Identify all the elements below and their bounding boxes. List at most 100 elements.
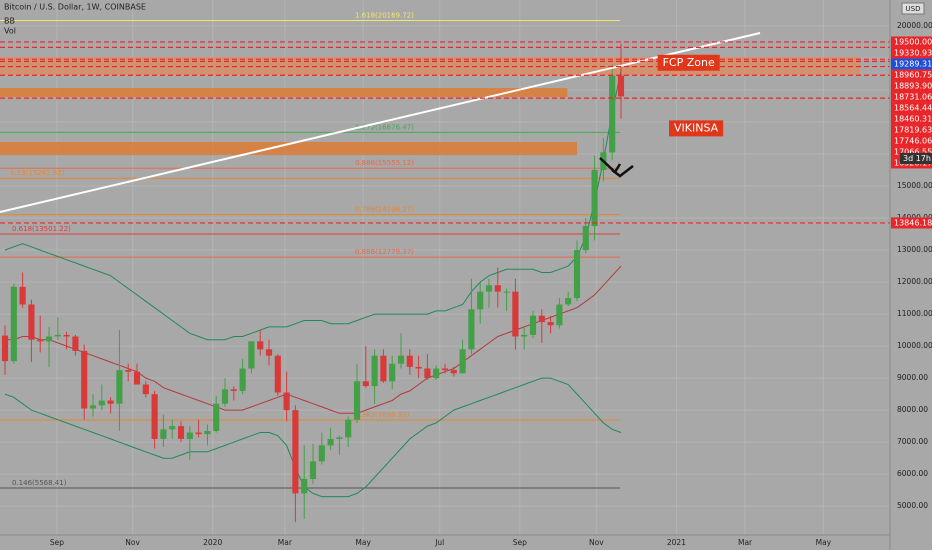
x-tick-label: 2020 <box>203 538 222 547</box>
candle-body <box>28 304 35 340</box>
candle-body <box>327 438 334 446</box>
currency-label: USD <box>906 5 921 13</box>
y-tick-label: 9000.00 <box>897 373 928 382</box>
candle-body <box>468 309 475 350</box>
candle-body <box>186 432 193 439</box>
candle-body <box>512 291 519 337</box>
countdown: 3d 17h <box>903 154 931 163</box>
level-tag: 18893.90 <box>894 81 932 90</box>
level-tag-box <box>891 113 932 125</box>
candle-body <box>283 392 290 411</box>
x-tick-label: Jul <box>434 538 444 547</box>
x-tick-label: Mar <box>738 538 753 547</box>
candle-body <box>221 389 229 404</box>
price-tag-box <box>891 124 932 136</box>
price-tag: 18564.44 <box>894 103 932 112</box>
arrow-drawing <box>599 157 634 178</box>
fib-label: 0.886(12779.37) <box>355 248 414 256</box>
x-tick-label: Sep <box>50 538 64 547</box>
candle-body <box>81 350 88 409</box>
candle-body <box>292 410 299 494</box>
level-tag: 18731.06 <box>894 92 932 101</box>
level-tag-box <box>891 69 932 81</box>
candle-body <box>459 349 466 374</box>
candle-body <box>309 461 317 479</box>
zone <box>0 56 861 76</box>
price-tag-box <box>891 58 932 70</box>
fib-label: 1.272(16676.47) <box>355 123 414 131</box>
annotation-box <box>657 54 720 71</box>
annotation: FCP Zone <box>663 56 715 69</box>
y-tick-label: 5000.00 <box>897 501 928 510</box>
candle-body <box>389 363 396 382</box>
candle-body <box>257 341 264 350</box>
plot-area: 1.618(20169.72) 1.272(16676.47) 0.886(1555… <box>0 11 890 523</box>
candle-body <box>547 322 554 326</box>
candle-body <box>362 381 369 387</box>
zone <box>0 141 577 156</box>
candle-body <box>160 429 167 439</box>
y-tick-label: 8000.00 <box>897 405 928 414</box>
candle-body <box>573 250 581 299</box>
candle-body <box>116 370 123 404</box>
candle-body <box>318 445 325 462</box>
annotation-box <box>669 120 724 137</box>
candle-body <box>397 355 405 364</box>
candle-body <box>582 226 589 251</box>
candle-body <box>336 437 343 439</box>
candle-body <box>441 368 449 371</box>
bb-lower <box>4 377 622 498</box>
y-tick-label: 7000.00 <box>897 437 928 446</box>
candle-body <box>169 426 176 430</box>
candle-body <box>556 304 563 326</box>
candle-body <box>415 366 422 369</box>
level-tag: 19330.93 <box>894 48 932 57</box>
candle-body <box>248 341 255 369</box>
candle-body <box>142 384 149 395</box>
level-tag-box <box>891 91 932 103</box>
x-tick-label: May <box>816 538 832 547</box>
chart-title: Bitcoin / U.S. Dollar, 1W, COINBASE <box>4 3 146 12</box>
price-tag: 17066.55 <box>894 147 932 156</box>
level-tag: 19500.00 <box>894 37 932 46</box>
candle-body <box>230 389 237 391</box>
candle-body <box>1 335 9 362</box>
y-tick-label: 6000.00 <box>897 469 928 478</box>
y-tick-label: 10000.00 <box>897 341 932 350</box>
candle-body <box>10 286 17 362</box>
trendline <box>0 32 761 213</box>
x-tick-label: Nov <box>125 538 140 547</box>
price-tag: 17819.63 <box>894 125 932 134</box>
candle-body <box>521 334 528 337</box>
candle-body <box>380 355 387 382</box>
fib-label: 0.786(14106.27) <box>355 206 414 214</box>
y-tick-label: 15000.00 <box>897 181 932 190</box>
fib-label: 1.618(20169.72) <box>355 11 414 19</box>
candle-body <box>45 336 53 342</box>
x-tick-label: Mar <box>278 538 293 547</box>
candle-body <box>406 355 413 367</box>
level-tag-box <box>891 36 932 48</box>
candle-body <box>54 334 61 337</box>
candle-body <box>529 315 537 335</box>
y-tick-label: 20000.00 <box>897 21 932 30</box>
candle-body <box>538 315 545 323</box>
fib-label: 0.146(5568.41) <box>12 479 67 487</box>
candle-body <box>565 298 572 305</box>
bb-upper <box>4 70 622 341</box>
candle-body <box>72 336 79 351</box>
annotation: VIKINSA <box>674 121 719 134</box>
candle-body <box>265 349 273 356</box>
currency-box[interactable] <box>901 2 925 15</box>
candle-body <box>195 432 202 435</box>
candle-body <box>239 368 246 391</box>
y-tick-label: 12000.00 <box>897 277 932 286</box>
fib-label: 0.886(15555.12) <box>355 159 414 167</box>
candle-body <box>19 286 26 305</box>
x-tick-label: Nov <box>589 538 604 547</box>
level-tag: 13846.18 <box>894 218 932 227</box>
candle-body <box>125 370 132 372</box>
candle-body <box>609 75 616 153</box>
x-tick-label: May <box>355 538 371 547</box>
